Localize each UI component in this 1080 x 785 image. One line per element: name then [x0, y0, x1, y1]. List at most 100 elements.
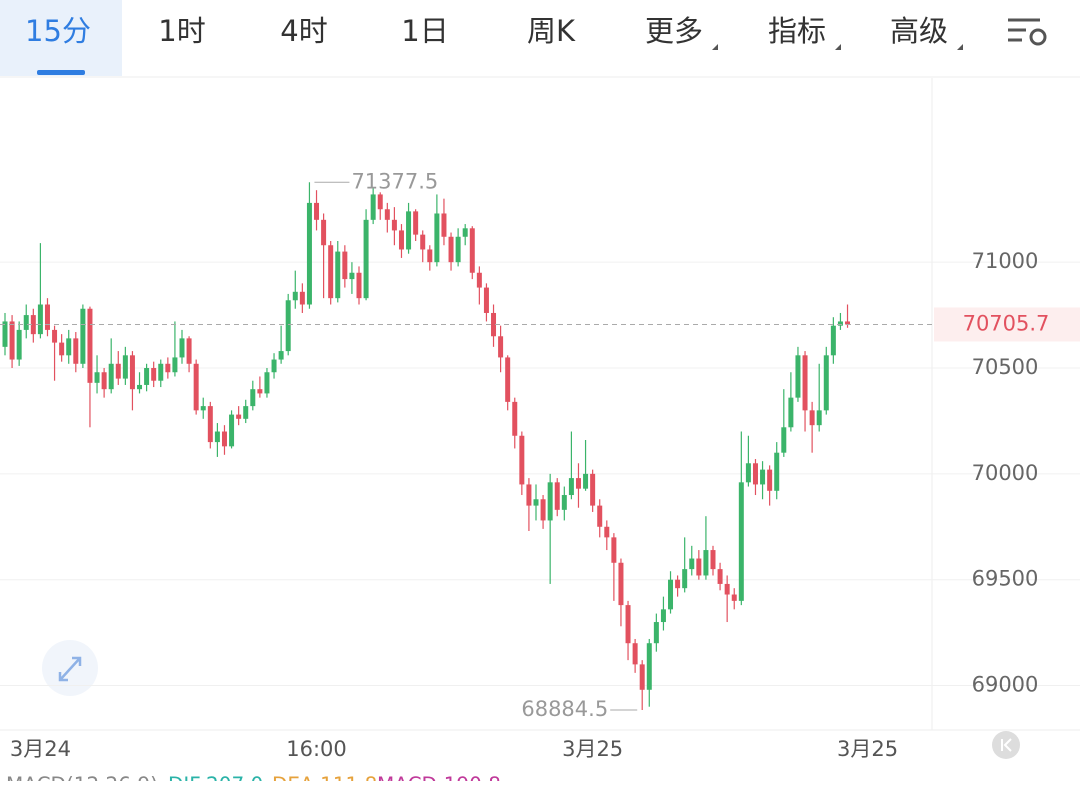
- candle-body: [37, 304, 43, 335]
- candle-body: [23, 315, 29, 330]
- y-tick-label: 70000: [972, 461, 1039, 485]
- candle-body: [653, 622, 659, 644]
- candle-body: [328, 245, 334, 299]
- indicator-text: MACD:190.8: [377, 773, 501, 782]
- candle-body: [165, 363, 171, 373]
- candle-body: [377, 194, 383, 210]
- candle-body: [16, 329, 22, 360]
- candle-body: [271, 359, 277, 373]
- expand-button[interactable]: [42, 640, 98, 696]
- candle-body: [172, 357, 178, 373]
- candle-body: [2, 321, 8, 347]
- x-tick-label: 3月24: [10, 737, 71, 761]
- candle-body: [568, 478, 574, 496]
- candle-body: [52, 329, 58, 343]
- y-tick-label: 70500: [972, 355, 1039, 379]
- candle-body: [214, 431, 220, 443]
- candle-body: [618, 562, 624, 606]
- candle-body: [646, 643, 652, 690]
- candle-body: [413, 211, 419, 235]
- dropdown-mark: [957, 44, 963, 50]
- candle-body: [398, 230, 404, 250]
- indicator-text: DEA:111.8: [272, 773, 377, 782]
- candle-body: [115, 363, 121, 379]
- candle-body: [349, 272, 355, 280]
- candle-body: [299, 291, 305, 305]
- candle-body: [554, 482, 560, 510]
- candle-body: [314, 202, 320, 220]
- candle-body: [498, 336, 504, 358]
- candle-body: [66, 338, 72, 356]
- settings-icon[interactable]: [1008, 18, 1047, 46]
- candle-body: [675, 579, 681, 589]
- candle-body: [264, 372, 270, 394]
- candle-body: [427, 249, 433, 263]
- candle-body: [625, 605, 631, 644]
- tab[interactable]: 1时: [158, 14, 205, 48]
- candle-body: [44, 304, 50, 330]
- candle-body: [73, 338, 79, 364]
- tab[interactable]: 周K: [527, 14, 576, 48]
- candle-body: [611, 537, 617, 563]
- candle-body: [448, 236, 454, 263]
- candle-body: [321, 219, 327, 246]
- candle-body: [745, 463, 751, 483]
- candle-body: [186, 338, 192, 364]
- candle-body: [356, 272, 362, 299]
- candle-body: [760, 469, 766, 485]
- tab[interactable]: 指标: [768, 14, 826, 48]
- candle-body: [823, 355, 829, 411]
- candle-body: [158, 363, 164, 381]
- candle-body: [363, 219, 369, 299]
- candle-body: [781, 427, 787, 453]
- selected-tab-bg[interactable]: [0, 0, 122, 76]
- max-label: 71377.5: [351, 169, 438, 193]
- candle-body: [639, 664, 645, 690]
- candle-body: [604, 526, 610, 538]
- candle-body: [696, 558, 702, 576]
- candle-body: [9, 321, 15, 360]
- tab[interactable]: 更多: [645, 14, 703, 48]
- candle-body: [455, 236, 461, 263]
- tab[interactable]: 高级: [890, 14, 948, 48]
- candle-body: [122, 355, 128, 379]
- tab[interactable]: 1日: [401, 14, 448, 48]
- min-label: 68884.5: [521, 697, 608, 721]
- candle-body: [731, 594, 737, 601]
- candle-body: [434, 213, 440, 263]
- candle-body: [391, 219, 397, 231]
- candle-body: [710, 550, 716, 570]
- candle-body: [420, 234, 426, 250]
- candle-body: [151, 368, 157, 381]
- y-tick-label: 69000: [972, 673, 1039, 697]
- scroll-end-button[interactable]: [992, 731, 1020, 759]
- candle-body: [406, 211, 412, 250]
- candle-body: [802, 355, 808, 411]
- candle-body: [292, 291, 298, 301]
- x-tick-label: 3月25: [837, 737, 898, 761]
- candle-body: [809, 410, 815, 426]
- candle-body: [335, 251, 341, 299]
- candle-body: [845, 321, 851, 325]
- candle-body: [342, 251, 348, 280]
- candle-body: [632, 643, 638, 665]
- candle-body: [80, 308, 86, 364]
- x-tick-label: 16:00: [286, 737, 347, 761]
- candle-body: [236, 414, 242, 419]
- candle-body: [243, 406, 249, 419]
- dropdown-mark: [835, 44, 841, 50]
- candle-body: [788, 397, 794, 428]
- tab[interactable]: 15分: [25, 14, 91, 48]
- candle-body: [795, 355, 801, 398]
- candle-body: [278, 351, 284, 360]
- candle-body: [738, 482, 744, 601]
- candle-body: [483, 287, 489, 313]
- candle-body: [505, 357, 511, 402]
- candle-body: [250, 389, 256, 407]
- candle-body: [229, 414, 235, 447]
- candle-body: [221, 431, 227, 447]
- candle-body: [561, 495, 567, 510]
- candle-body: [137, 384, 143, 390]
- tab[interactable]: 4时: [280, 14, 327, 48]
